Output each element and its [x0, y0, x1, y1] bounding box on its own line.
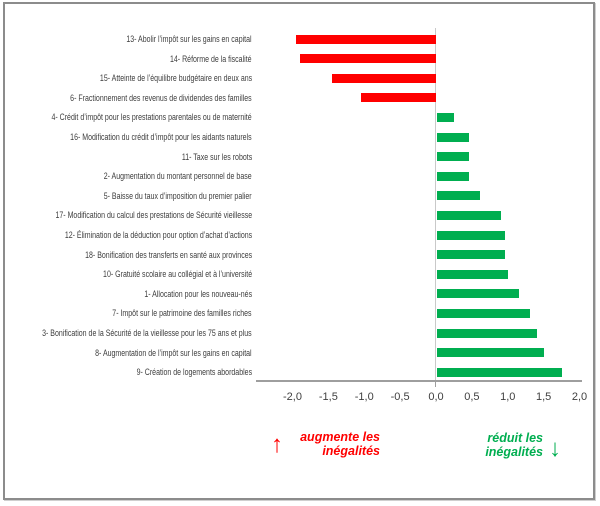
bar-18 [436, 367, 563, 377]
increase-arrow-icon: ↑ [271, 431, 283, 458]
category-label: 16- Modification du crédit d’impôt pour … [70, 132, 252, 142]
category-label: 12- Élimination de la déduction pour opt… [64, 230, 252, 240]
bar-8 [436, 171, 469, 181]
x-tick-label: -1,5 [318, 391, 338, 403]
category-label: 11- Taxe sur les robots [181, 151, 252, 162]
x-tick-label: 2,0 [571, 391, 588, 403]
bar-4 [360, 93, 436, 103]
bar-1 [296, 34, 436, 44]
zero-gridline [435, 28, 436, 381]
x-axis-line [256, 380, 582, 382]
bar-7 [436, 152, 469, 162]
category-label: 9- Création de logements abordables [136, 367, 252, 378]
category-label: 10- Gratuité scolaire au collégial et à … [102, 269, 252, 280]
bar-15 [436, 308, 530, 318]
category-label: 1- Allocation pour les nouveau-nés [144, 288, 252, 299]
bar-5 [436, 112, 455, 122]
bar-16 [436, 328, 537, 338]
bar-13 [436, 269, 509, 279]
increases-inequality-annotation: augmente les inégalités [300, 430, 380, 458]
increases-inequality-line2: inégalités [322, 443, 380, 458]
category-label: 18- Bonification des transferts en santé… [84, 249, 252, 260]
x-tick-label: 0,5 [464, 391, 480, 403]
bar-11 [436, 230, 505, 240]
category-label: 15- Atteinte de l’équilibre budgétaire e… [99, 73, 252, 84]
x-tick-label: 0,0 [428, 391, 444, 403]
category-label: 5- Baisse du taux d’imposition du premie… [104, 190, 252, 201]
category-label: 13- Abolir l’impôt sur les gains en capi… [126, 34, 252, 44]
bar-6 [436, 132, 469, 142]
category-label: 7- Impôt sur le patrimoine des familles … [112, 308, 252, 319]
reduces-inequality-annotation: réduit les inégalités [485, 431, 543, 459]
bar-3 [331, 73, 436, 83]
bar-10 [436, 210, 502, 220]
x-tick-label: -1,0 [354, 391, 374, 403]
bar-14 [436, 289, 519, 299]
bar-17 [436, 348, 545, 358]
category-label: 8- Augmentation de l’impôt sur les gains… [95, 347, 252, 358]
decrease-arrow-icon: ↓ [549, 435, 561, 462]
bar-9 [436, 191, 480, 201]
bar-12 [436, 250, 505, 260]
x-tick-label: -2,0 [283, 391, 302, 403]
reduces-inequality-line1: réduit les [487, 431, 543, 445]
x-tick-label: -0,5 [390, 391, 410, 403]
zero-tick-mark [435, 382, 436, 387]
x-tick-label: 1,0 [500, 391, 516, 403]
x-tick-label: 1,5 [535, 391, 552, 403]
increases-inequality-line1: augmente les [300, 430, 380, 444]
category-label: 14- Réforme de la fiscalité [170, 53, 252, 64]
category-label: 4- Crédit d’impôt pour les prestations p… [51, 112, 252, 123]
category-label: 17- Modification du calcul des prestatio… [55, 210, 252, 221]
category-label: 3- Bonification de la Sécurité de la vie… [42, 328, 252, 338]
category-label: 6- Fractionnement des revenus de dividen… [70, 92, 252, 103]
reduces-inequality-line2: inégalités [485, 444, 543, 459]
category-label: 2- Augmentation du montant personnel de … [104, 171, 252, 182]
bar-2 [299, 54, 436, 64]
